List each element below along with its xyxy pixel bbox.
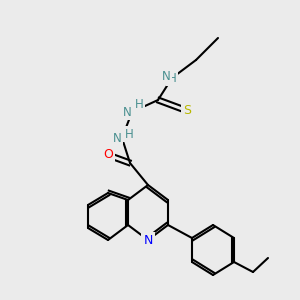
Text: N: N bbox=[123, 106, 131, 118]
Text: S: S bbox=[183, 103, 191, 116]
Text: N: N bbox=[143, 233, 153, 247]
Text: H: H bbox=[124, 128, 134, 140]
Text: H: H bbox=[135, 98, 143, 112]
Text: N: N bbox=[112, 131, 122, 145]
Text: H: H bbox=[168, 71, 176, 85]
Text: O: O bbox=[103, 148, 113, 161]
Text: N: N bbox=[162, 70, 170, 83]
